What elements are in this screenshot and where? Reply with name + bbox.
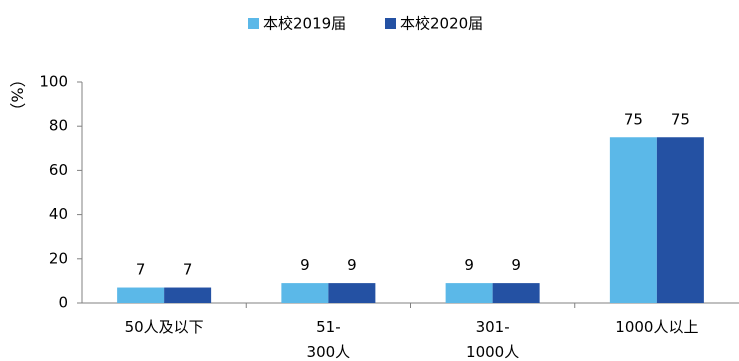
- legend-label: 本校2019届: [263, 15, 346, 33]
- x-axis: 50人及以下 51-300人 301-1000人 1000人以上: [82, 302, 739, 361]
- data-label: 7: [183, 261, 193, 279]
- data-labels: 7 7 9 9 9 9 75 75: [136, 110, 690, 278]
- bar: [609, 137, 657, 303]
- bar: [445, 283, 493, 303]
- legend-swatch: [248, 18, 259, 29]
- bar: [492, 283, 540, 303]
- y-tick-label: 100: [39, 73, 68, 91]
- y-tick-label: 60: [49, 161, 68, 179]
- y-axis-label: （%）: [8, 71, 27, 118]
- bar: [117, 287, 165, 303]
- data-label: 9: [347, 256, 357, 274]
- x-tick-label: 301-1000人: [466, 318, 519, 361]
- x-tick-label: 50人及以下: [125, 318, 204, 336]
- data-label: 9: [464, 256, 474, 274]
- data-label: 9: [300, 256, 310, 274]
- legend-label: 本校2020届: [400, 15, 483, 33]
- data-label: 75: [624, 110, 643, 128]
- x-tick-label: 1000人以上: [615, 318, 698, 336]
- y-tick-label: 40: [49, 205, 68, 223]
- legend: 本校2019届 本校2020届: [248, 15, 483, 33]
- x-tick-label: 51-300人: [307, 318, 351, 361]
- data-label: 75: [671, 110, 690, 128]
- data-label: 9: [511, 256, 521, 274]
- y-tick-label: 80: [49, 117, 68, 135]
- bars: [117, 137, 704, 303]
- y-tick-label: 0: [58, 294, 68, 312]
- y-tick-label: 20: [49, 249, 68, 267]
- bar: [281, 283, 329, 303]
- data-label: 7: [136, 261, 146, 279]
- y-axis: 0 20 40 60 80 100: [39, 73, 83, 312]
- bar: [164, 287, 212, 303]
- bar: [656, 137, 704, 303]
- bar: [328, 283, 376, 303]
- legend-swatch: [385, 18, 396, 29]
